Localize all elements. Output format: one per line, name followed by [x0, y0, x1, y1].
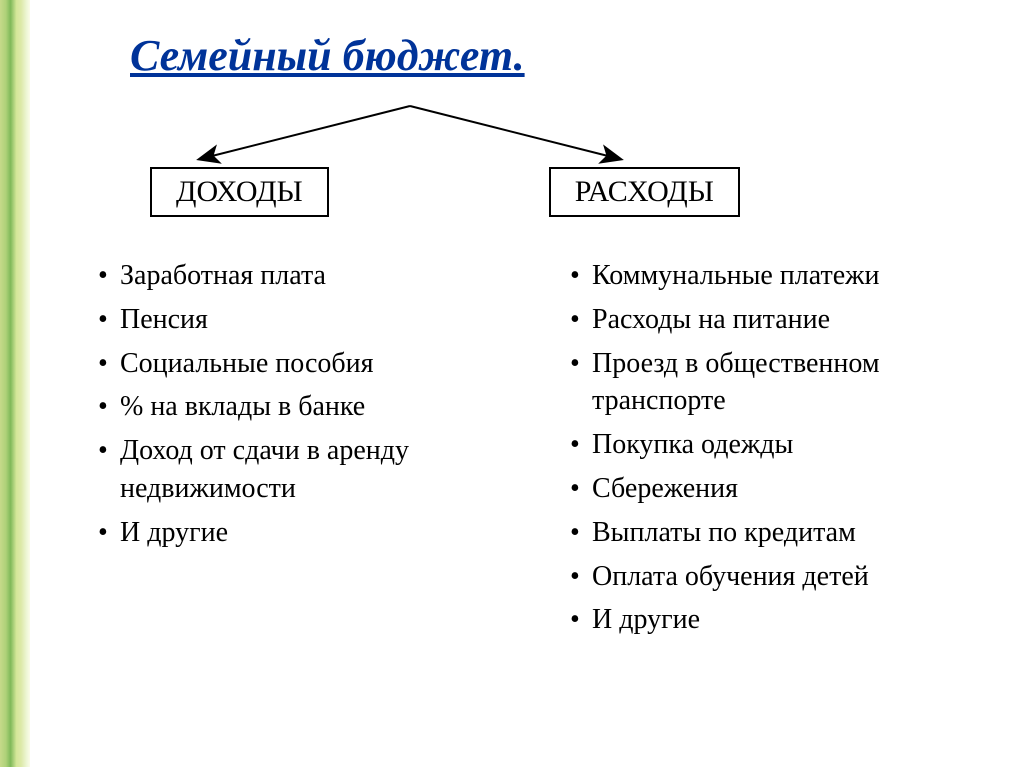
decorative-strip	[0, 0, 30, 767]
list-item: Доход от сдачи в аренду недвижимости	[90, 432, 512, 508]
category-boxes: ДОХОДЫ РАСХОДЫ	[150, 167, 984, 217]
list-item: И другие	[562, 601, 984, 639]
income-list: Заработная плата Пенсия Социальные пособ…	[90, 257, 512, 552]
expense-box: РАСХОДЫ	[549, 167, 740, 217]
list-item: Оплата обучения детей	[562, 558, 984, 596]
list-item: Сбережения	[562, 470, 984, 508]
expense-list-col: Коммунальные платежи Расходы на питание …	[562, 257, 984, 645]
list-item: Социальные пособия	[90, 345, 512, 383]
list-item: Заработная плата	[90, 257, 512, 295]
list-item: Пенсия	[90, 301, 512, 339]
slide-title: Семейный бюджет.	[130, 30, 984, 81]
income-box: ДОХОДЫ	[150, 167, 329, 217]
list-item: % на вклады в банке	[90, 388, 512, 426]
lists-row: Заработная плата Пенсия Социальные пособ…	[90, 257, 984, 645]
list-item: Коммунальные платежи	[562, 257, 984, 295]
expense-list: Коммунальные платежи Расходы на питание …	[562, 257, 984, 639]
slide-content: Семейный бюджет. ДОХОДЫ РАСХОДЫ Заработн…	[30, 0, 1024, 645]
income-list-col: Заработная плата Пенсия Социальные пособ…	[90, 257, 512, 645]
branch-arrows	[130, 101, 690, 171]
list-item: Покупка одежды	[562, 426, 984, 464]
list-item: Расходы на питание	[562, 301, 984, 339]
list-item: Проезд в общественном транспорте	[562, 345, 984, 421]
list-item: И другие	[90, 514, 512, 552]
list-item: Выплаты по кредитам	[562, 514, 984, 552]
